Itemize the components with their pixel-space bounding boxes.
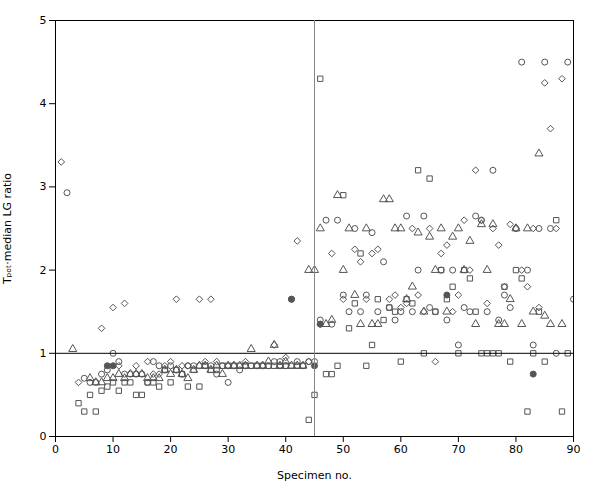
- svg-text:Tₚₒₜ·median LG ratio: Tₚₒₜ·median LG ratio: [1, 173, 14, 285]
- svg-text:0: 0: [52, 443, 59, 456]
- svg-text:20: 20: [164, 443, 178, 456]
- svg-text:30: 30: [221, 443, 235, 456]
- svg-text:5: 5: [40, 14, 47, 27]
- svg-text:3: 3: [40, 180, 47, 193]
- svg-text:2: 2: [40, 264, 47, 277]
- svg-text:Specimen no.: Specimen no.: [277, 469, 352, 481]
- svg-text:80: 80: [509, 443, 523, 456]
- svg-text:0: 0: [40, 430, 47, 443]
- svg-text:4: 4: [40, 97, 47, 110]
- svg-text:90: 90: [567, 443, 581, 456]
- svg-text:70: 70: [451, 443, 465, 456]
- svg-text:60: 60: [394, 443, 408, 456]
- svg-text:1: 1: [40, 347, 47, 360]
- svg-text:50: 50: [336, 443, 350, 456]
- svg-text:10: 10: [106, 443, 120, 456]
- svg-text:40: 40: [279, 443, 293, 456]
